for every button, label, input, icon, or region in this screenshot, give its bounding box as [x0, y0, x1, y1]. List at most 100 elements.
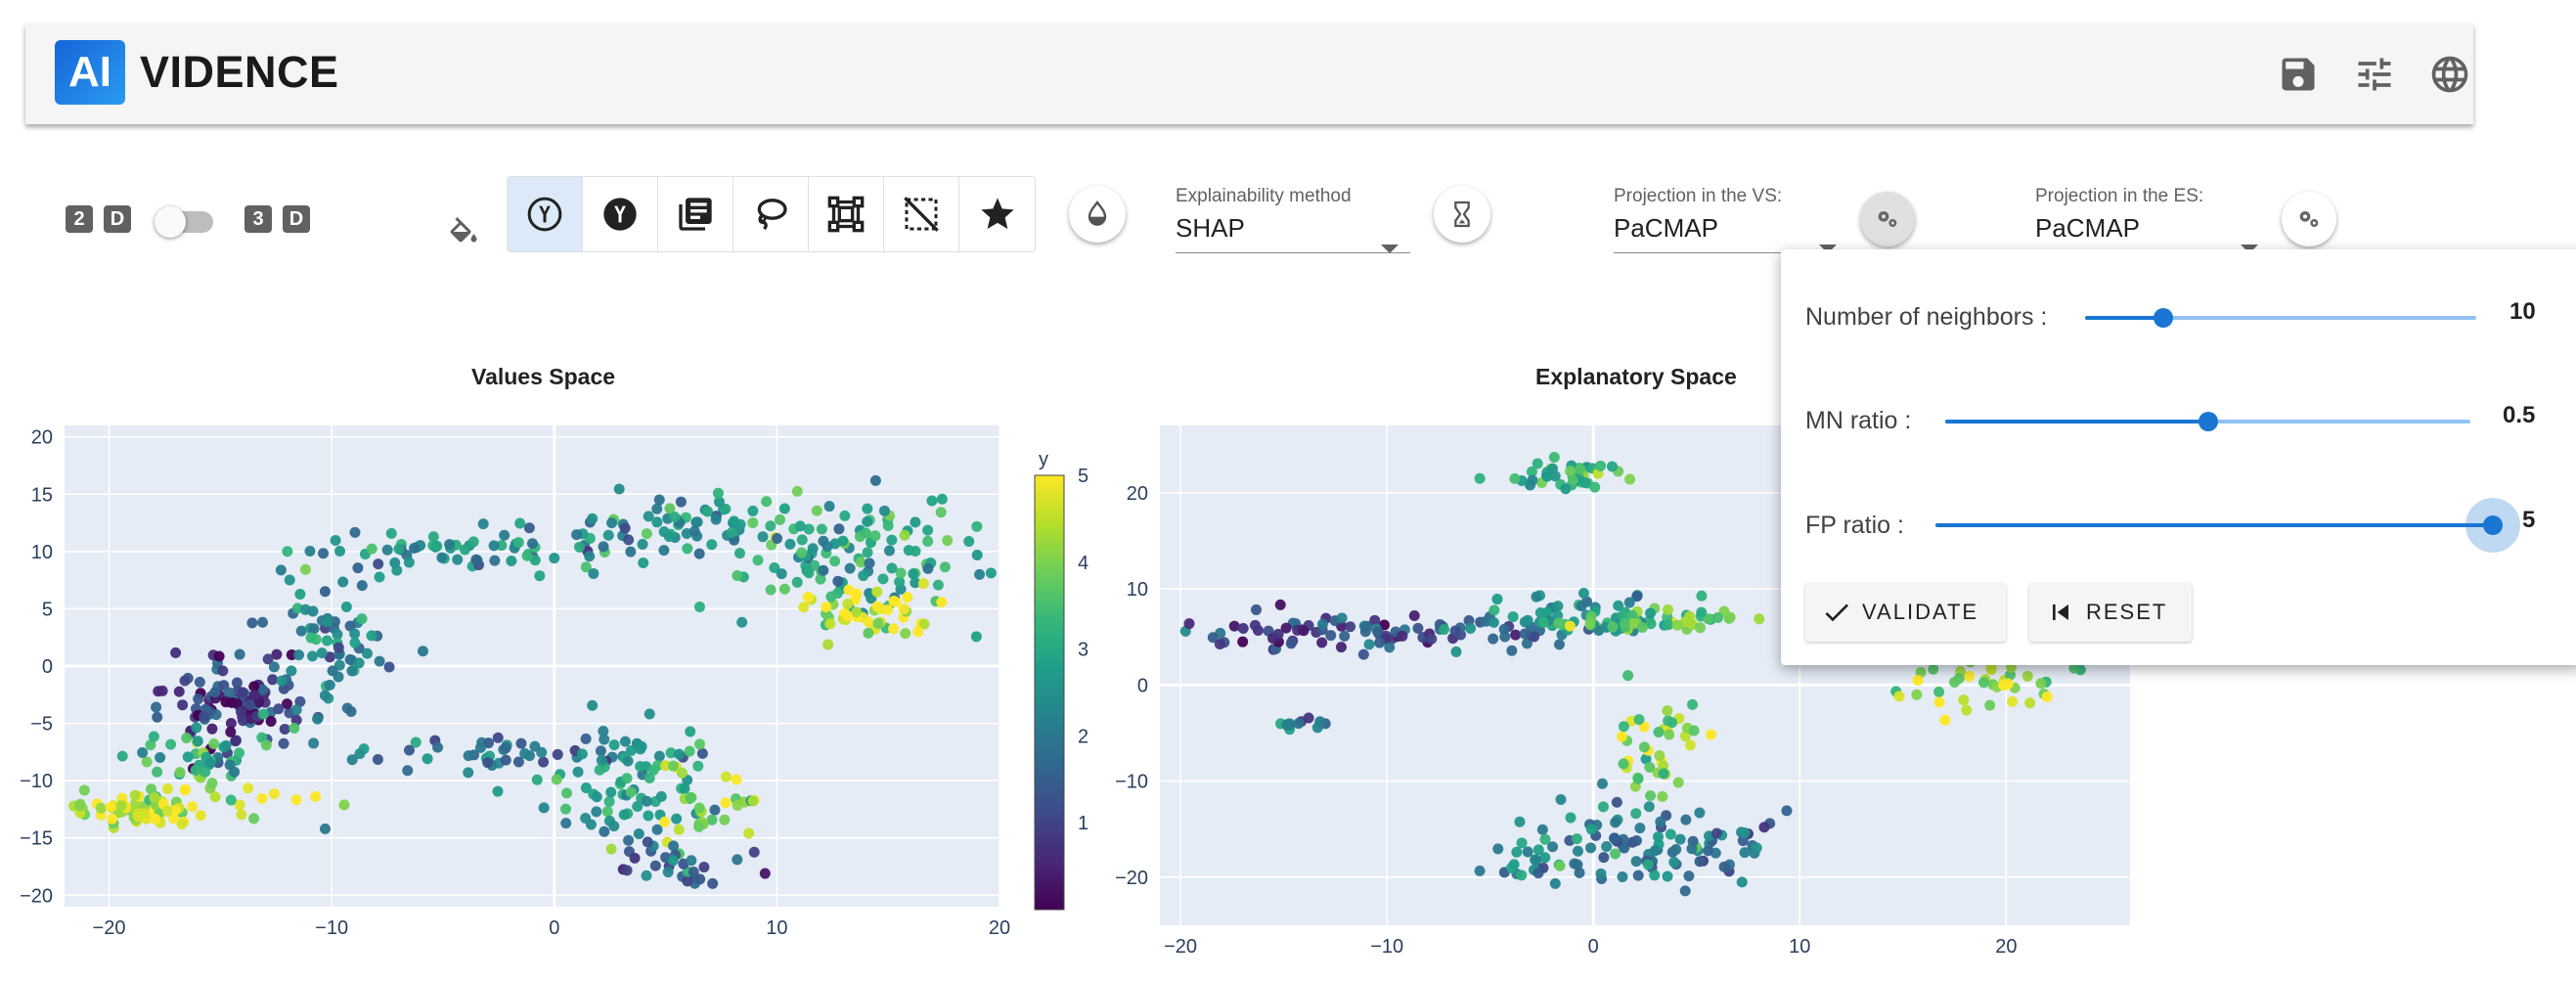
vs-point	[559, 803, 571, 815]
vs-y-tick: −5	[30, 714, 53, 736]
neighbors-slider-thumb[interactable]	[2154, 308, 2173, 328]
vs-point	[306, 650, 318, 662]
vs-point	[340, 601, 352, 612]
es-point	[2024, 697, 2036, 709]
explainability-select[interactable]: Explainability method SHAP	[1176, 186, 1410, 253]
vs-point	[818, 564, 829, 576]
es-point	[1653, 831, 1665, 843]
vs-point	[599, 826, 610, 837]
opacity-button[interactable]	[1069, 186, 1126, 243]
vs-point	[748, 846, 760, 858]
vs-point	[936, 493, 948, 505]
es-point	[1627, 617, 1639, 629]
vs-point	[732, 854, 743, 866]
projection-es-settings-button[interactable]	[2282, 192, 2336, 246]
vs-point	[78, 784, 90, 796]
vs-point	[463, 767, 474, 779]
vs-point	[349, 637, 361, 648]
vs-point	[757, 531, 769, 543]
lasso-selection-button[interactable]	[733, 177, 809, 251]
save-icon[interactable]	[2277, 53, 2320, 96]
vs-point	[900, 628, 911, 640]
es-point	[1662, 705, 1673, 717]
vs-point	[267, 674, 279, 686]
es-point	[1511, 846, 1523, 858]
validate-button[interactable]: VALIDATE	[1805, 583, 2006, 642]
vs-point	[732, 799, 743, 811]
vs-point	[561, 787, 573, 799]
vs-point	[209, 687, 221, 698]
favorite-button[interactable]	[959, 177, 1035, 251]
vs-point	[151, 701, 162, 713]
vs-point	[776, 568, 787, 580]
vs-point	[855, 557, 866, 568]
vs-point	[688, 525, 700, 537]
dimension-switch-thumb[interactable]	[155, 206, 186, 238]
vs-point	[551, 774, 562, 785]
es-point	[1412, 622, 1424, 634]
vs-point	[706, 539, 718, 551]
mn-ratio-label: MN ratio :	[1805, 407, 1912, 434]
es-point	[1670, 843, 1682, 855]
vs-point	[220, 739, 232, 751]
es-point	[1567, 474, 1578, 486]
vs-point	[917, 578, 929, 590]
vs-point	[268, 788, 280, 800]
reset-button[interactable]: RESET	[2029, 583, 2192, 642]
vs-point	[346, 665, 358, 677]
mn-ratio-slider-thumb[interactable]	[2198, 412, 2218, 431]
projection-vs-select[interactable]: Projection in the VS: PaCMAP	[1614, 186, 1841, 253]
clear-selection-button[interactable]	[884, 177, 959, 251]
color-by-residual-button[interactable]	[658, 177, 733, 251]
vs-point	[244, 699, 256, 711]
es-point	[1654, 750, 1666, 762]
es-point	[1933, 686, 1945, 697]
neighbors-slider[interactable]	[2085, 316, 2476, 320]
vs-point	[886, 562, 898, 574]
vs-point	[191, 722, 202, 734]
es-point	[1572, 845, 1583, 857]
es-point	[1702, 845, 1713, 857]
app-bar: AI VIDENCE	[25, 23, 2473, 124]
compute-explanation-button[interactable]	[1434, 186, 1490, 243]
es-point	[1228, 620, 1240, 632]
color-by-y-button[interactable]	[508, 177, 583, 251]
vs-point	[500, 754, 511, 766]
vs-point	[774, 513, 785, 525]
vs-point	[862, 515, 873, 527]
vs-point	[374, 655, 385, 667]
tune-icon[interactable]	[2353, 53, 2396, 96]
vs-point	[688, 866, 699, 877]
vs-point	[282, 698, 293, 710]
vs-point	[719, 814, 731, 826]
vs-point	[477, 518, 489, 530]
vs-point	[778, 503, 790, 514]
vs-point	[161, 782, 173, 794]
es-point	[1521, 638, 1532, 649]
vs-point	[344, 653, 356, 665]
vs-point	[772, 533, 783, 545]
vs-point	[863, 627, 874, 639]
vs-point	[747, 505, 759, 516]
vs-point	[798, 602, 810, 613]
es-point	[1565, 812, 1577, 824]
vs-point	[635, 761, 646, 773]
cluster-button[interactable]	[809, 177, 884, 251]
vs-point	[709, 804, 721, 816]
vs-point	[825, 591, 837, 603]
vs-point	[823, 501, 835, 513]
fp-ratio-slider-thumb[interactable]	[2483, 515, 2503, 535]
color-by-prediction-button[interactable]	[583, 177, 658, 251]
es-point	[1549, 877, 1561, 889]
vs-point	[225, 726, 237, 737]
es-point	[1618, 721, 1629, 733]
es-point	[1408, 610, 1420, 622]
projection-vs-settings-button[interactable]	[1860, 192, 1915, 246]
es-point	[1499, 631, 1511, 643]
projection-es-select[interactable]: Projection in the ES: PaCMAP	[2035, 186, 2262, 253]
es-point	[1642, 859, 1654, 870]
vs-point	[232, 697, 244, 709]
vs-point	[181, 733, 193, 744]
vs-point	[538, 802, 550, 814]
vs-point	[726, 526, 737, 538]
